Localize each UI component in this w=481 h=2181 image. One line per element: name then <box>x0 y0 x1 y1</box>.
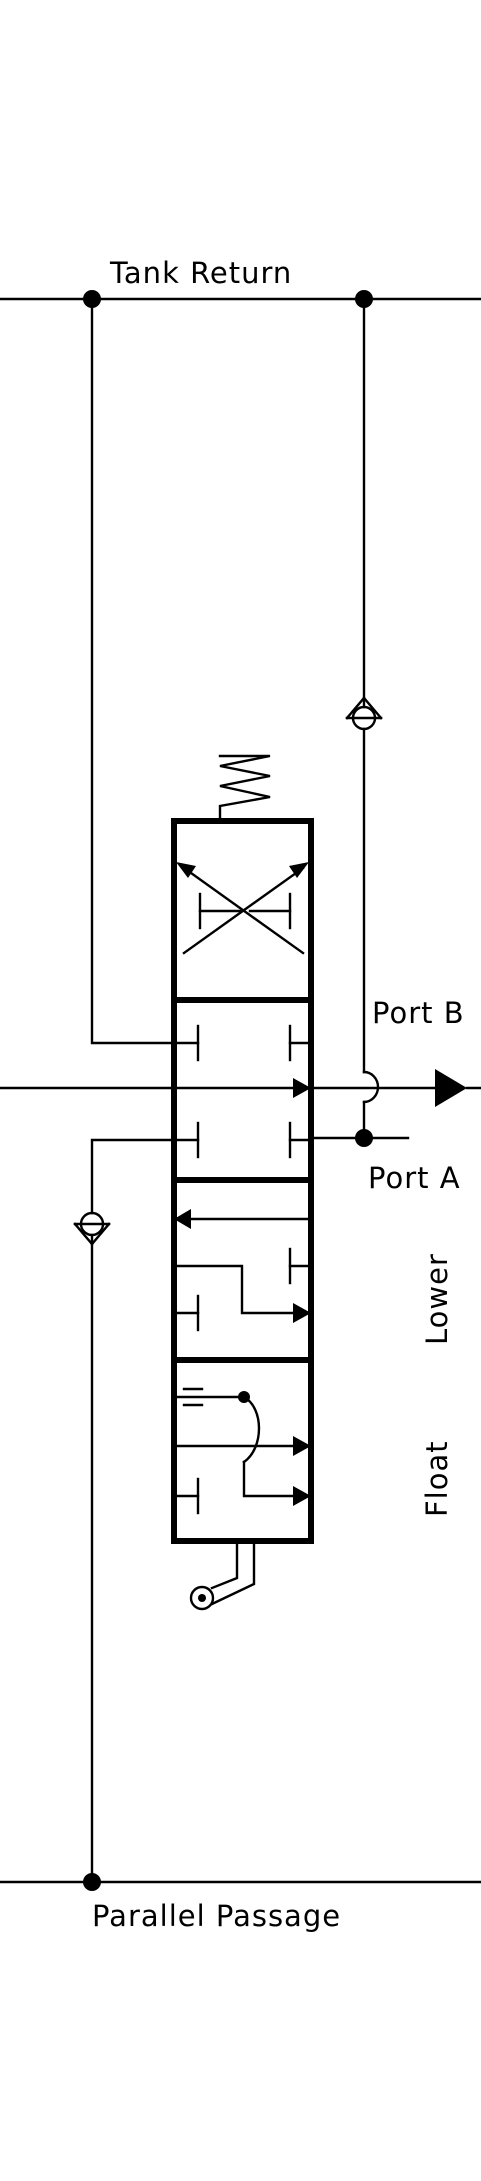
tank-return-left-branch <box>90 297 176 1045</box>
float-label: Float <box>420 1440 454 1517</box>
port-a-line <box>309 1129 410 1147</box>
spring-icon <box>218 754 271 823</box>
outlet-arrow-icon <box>435 1069 467 1107</box>
tank-return-line <box>0 290 481 308</box>
port-a-junction <box>355 1129 373 1147</box>
lower-label: Lower <box>420 1253 454 1345</box>
parallel-passage-label: Parallel Passage <box>92 1899 341 1933</box>
tank-return-label: Tank Return <box>109 256 292 290</box>
valve-section-lower <box>172 1209 313 1332</box>
parallel-branch-upper <box>90 1138 176 1215</box>
port-b-label: Port B <box>372 996 465 1030</box>
valve-section-float <box>172 1387 311 1515</box>
valve-section-crossed <box>176 862 309 955</box>
parallel-passage-junction <box>83 1873 101 1891</box>
valve-section-neutral <box>172 1024 313 1159</box>
pressure-through-line <box>0 1069 481 1107</box>
upper-check-valve-icon <box>345 696 383 731</box>
manual-lever-icon[interactable] <box>189 1539 256 1611</box>
valve-body <box>171 818 314 1544</box>
parallel-passage-line <box>0 1873 481 1891</box>
port-a-label: Port A <box>368 1161 461 1195</box>
